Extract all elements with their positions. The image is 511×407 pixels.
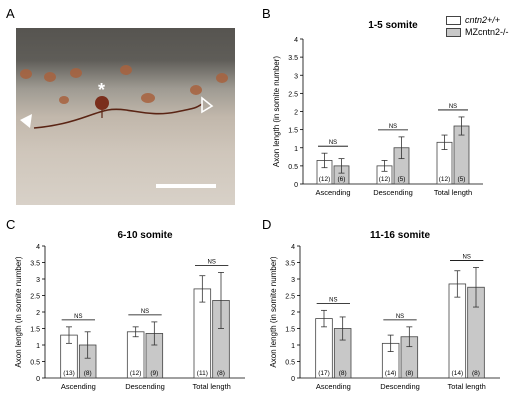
- y-tick-label: 2: [36, 310, 40, 317]
- micrograph-image: *: [16, 28, 235, 205]
- y-tick-label: 1.5: [30, 327, 40, 334]
- y-axis-label: Axon length (in somite number): [272, 56, 281, 168]
- y-tick-label: 1.5: [285, 327, 295, 334]
- sample-size-label: (13): [63, 370, 75, 377]
- legend: cntn2+/+ MZcntn2-/-: [446, 14, 509, 38]
- x-category-label: Descending: [125, 382, 165, 391]
- significance-label: NS: [329, 140, 337, 146]
- y-tick-label: 1.5: [288, 128, 298, 135]
- chart-panel-d: 11-16 somite Axon length (in somite numbe…: [269, 230, 500, 391]
- chart-title: 11-16 somite: [370, 230, 430, 241]
- y-tick-label: 1: [291, 343, 295, 350]
- panel-b-letter: B: [262, 6, 271, 21]
- significance-label: NS: [396, 314, 404, 320]
- sample-size-label: (12): [319, 176, 331, 183]
- sample-size-label: (12): [130, 370, 142, 377]
- y-tick-label: 2.5: [30, 294, 40, 301]
- y-tick-label: 0: [36, 376, 40, 383]
- y-tick-label: 4: [291, 244, 295, 251]
- sample-size-label: (14): [385, 370, 397, 377]
- y-tick-label: 3: [294, 73, 298, 80]
- micrograph-drawing: *: [20, 65, 228, 188]
- y-tick-label: 3: [291, 277, 295, 284]
- y-tick-label: 2: [291, 310, 295, 317]
- bar: [448, 283, 467, 379]
- arrowhead-filled-icon: [20, 114, 32, 128]
- y-axis-label: Axon length (in somite number): [269, 256, 278, 368]
- sample-size-label: (9): [150, 370, 158, 377]
- y-tick-label: 0: [294, 182, 298, 189]
- x-category-label: Total length: [447, 382, 485, 391]
- y-tick-label: 2.5: [285, 294, 295, 301]
- significance-label: NS: [389, 124, 397, 130]
- arrowhead-open-icon: [201, 96, 214, 114]
- y-tick-label: 3.5: [285, 261, 295, 268]
- sample-size-label: (8): [217, 370, 225, 377]
- scale-bar: [156, 184, 216, 188]
- rohon-beard-cell: [95, 96, 109, 110]
- x-category-label: Ascending: [316, 382, 351, 391]
- legend-swatch-wt: [446, 15, 461, 25]
- y-tick-label: 2: [294, 110, 298, 117]
- asterisk-marker: *: [98, 80, 105, 100]
- y-tick-label: 3.5: [30, 261, 40, 268]
- y-tick-label: 1: [294, 146, 298, 153]
- axon-trace: [33, 103, 203, 129]
- significance-label: NS: [449, 104, 457, 110]
- y-tick-label: 0: [291, 376, 295, 383]
- sample-size-label: (5): [398, 176, 406, 183]
- chart-panel-b: 1-5 somite Axon length (in somite number)…: [272, 20, 483, 197]
- legend-label-mz: MZcntn2-/-: [465, 27, 509, 37]
- stained-neuron-cells: [20, 65, 228, 104]
- sample-size-label: (14): [452, 370, 464, 377]
- x-category-label: Total length: [434, 188, 472, 197]
- legend-swatch-mz: [446, 27, 461, 37]
- x-category-label: Total length: [192, 382, 230, 391]
- sample-size-label: (8): [405, 370, 413, 377]
- chart-panel-c: 6-10 somite Axon length (in somite number…: [14, 230, 245, 391]
- y-tick-label: 1: [36, 343, 40, 350]
- y-tick-label: 4: [294, 37, 298, 44]
- y-tick-label: 3.5: [288, 55, 298, 62]
- significance-label: NS: [74, 314, 82, 320]
- sample-size-label: (12): [379, 176, 391, 183]
- sample-size-label: (12): [439, 176, 451, 183]
- significance-label: NS: [207, 259, 215, 265]
- sample-size-label: (8): [472, 370, 480, 377]
- sample-size-label: (8): [339, 370, 347, 377]
- legend-item-wt: cntn2+/+: [446, 14, 509, 26]
- x-category-label: Descending: [373, 188, 413, 197]
- chart-title: 6-10 somite: [117, 230, 172, 241]
- significance-label: NS: [462, 254, 470, 260]
- sample-size-label: (11): [197, 370, 208, 377]
- panel-d-letter: D: [262, 217, 272, 232]
- y-tick-label: 3: [36, 277, 40, 284]
- legend-label-wt: cntn2+/+: [465, 15, 501, 25]
- x-category-label: Ascending: [61, 382, 96, 391]
- significance-label: NS: [329, 297, 337, 303]
- y-tick-label: 4: [36, 244, 40, 251]
- sample-size-label: (5): [458, 176, 466, 183]
- x-category-label: Descending: [380, 382, 420, 391]
- y-axis-label: Axon length (in somite number): [14, 256, 23, 368]
- x-category-label: Ascending: [315, 188, 350, 197]
- y-tick-label: 0.5: [288, 164, 298, 171]
- y-tick-label: 2.5: [288, 91, 298, 98]
- y-tick-label: 0.5: [30, 360, 40, 367]
- sample-size-label: (6): [338, 176, 346, 183]
- sample-size-label: (8): [84, 370, 92, 377]
- panel-c-letter: C: [6, 217, 16, 232]
- chart-title: 1-5 somite: [368, 20, 418, 31]
- legend-item-mz: MZcntn2-/-: [446, 26, 509, 38]
- sample-size-label: (17): [318, 370, 330, 377]
- y-tick-label: 0.5: [285, 360, 295, 367]
- significance-label: NS: [141, 309, 149, 315]
- panel-a-letter: A: [6, 6, 15, 21]
